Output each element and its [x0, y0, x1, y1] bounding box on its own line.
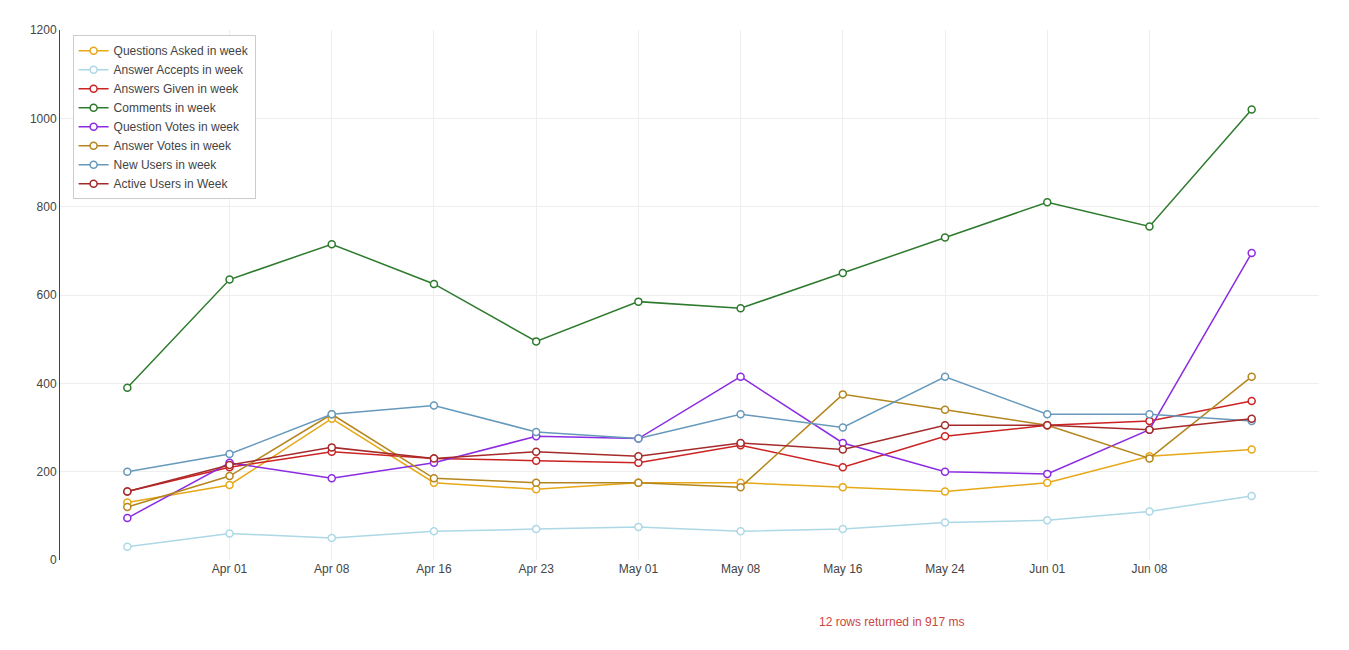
svg-text:Apr 01: Apr 01 — [212, 562, 248, 576]
svg-text:Questions Asked in week: Questions Asked in week — [114, 44, 249, 58]
svg-text:Jun 08: Jun 08 — [1131, 562, 1167, 576]
svg-text:May 24: May 24 — [925, 562, 965, 576]
svg-text:Active Users in Week: Active Users in Week — [114, 177, 229, 191]
svg-text:200: 200 — [37, 465, 57, 479]
svg-text:May 01: May 01 — [619, 562, 659, 576]
svg-text:Apr 16: Apr 16 — [416, 562, 452, 576]
svg-text:Comments in week: Comments in week — [114, 101, 217, 115]
svg-text:1000: 1000 — [30, 112, 57, 126]
svg-text:May 08: May 08 — [721, 562, 761, 576]
svg-text:600: 600 — [37, 288, 57, 302]
svg-text:Jun 01: Jun 01 — [1029, 562, 1065, 576]
svg-text:Apr 08: Apr 08 — [314, 562, 350, 576]
svg-text:1200: 1200 — [30, 23, 57, 37]
svg-text:Answer Accepts in week: Answer Accepts in week — [114, 63, 244, 77]
svg-text:Answers Given in week: Answers Given in week — [114, 82, 240, 96]
svg-text:Answer Votes in week: Answer Votes in week — [114, 139, 232, 153]
svg-text:Question Votes in week: Question Votes in week — [114, 120, 240, 134]
svg-text:800: 800 — [37, 200, 57, 214]
svg-text:400: 400 — [37, 377, 57, 391]
svg-text:May 16: May 16 — [823, 562, 863, 576]
svg-text:Apr 23: Apr 23 — [519, 562, 555, 576]
svg-text:12 rows returned in 917 ms: 12 rows returned in 917 ms — [819, 615, 964, 629]
svg-text:New Users in week: New Users in week — [114, 158, 218, 172]
svg-text:0: 0 — [50, 553, 57, 567]
